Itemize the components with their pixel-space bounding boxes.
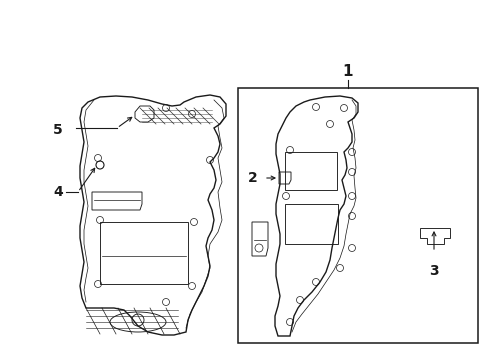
Bar — [238, 88, 478, 343]
Text: 2: 2 — [248, 171, 258, 185]
Bar — [285, 152, 337, 190]
Text: 5: 5 — [53, 123, 63, 137]
Text: 4: 4 — [53, 185, 63, 199]
Text: 1: 1 — [343, 64, 353, 80]
Bar — [100, 222, 188, 284]
Text: 3: 3 — [429, 264, 439, 278]
